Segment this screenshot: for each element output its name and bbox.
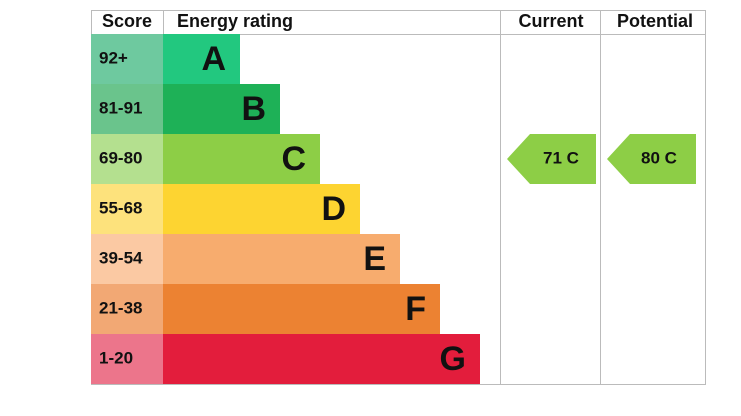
header-score: Score	[102, 11, 152, 31]
potential-arrow	[607, 134, 696, 184]
score-label: 55-68	[99, 198, 142, 217]
rating-bar	[163, 334, 480, 384]
band-letter: B	[241, 90, 266, 128]
band-letter: C	[281, 140, 306, 178]
rating-bar	[163, 234, 400, 284]
band-letter: E	[363, 240, 386, 278]
rating-bar	[163, 284, 440, 334]
band-letter: G	[440, 340, 466, 378]
score-cell	[91, 34, 163, 84]
current-arrow	[507, 134, 596, 184]
score-cell	[91, 184, 163, 234]
score-label: 1-20	[99, 348, 133, 367]
band-letter: F	[405, 290, 426, 328]
header-rating: Energy rating	[177, 11, 293, 31]
rating-bar	[163, 34, 240, 84]
score-label: 69-80	[99, 148, 142, 167]
score-cell	[91, 334, 163, 384]
score-label: 92+	[99, 48, 128, 67]
rating-bar	[163, 184, 360, 234]
header-potential: Potential	[617, 11, 693, 31]
score-label: 21-38	[99, 298, 142, 317]
score-cell	[91, 234, 163, 284]
score-cell	[91, 134, 163, 184]
header-current: Current	[518, 11, 583, 31]
score-cell	[91, 284, 163, 334]
current-label: 71 C	[543, 148, 579, 167]
score-label: 39-54	[99, 248, 143, 267]
score-label: 81-91	[99, 98, 142, 117]
potential-label: 80 C	[641, 148, 677, 167]
band-letter: D	[321, 190, 346, 228]
rating-bar	[163, 134, 320, 184]
band-letter: A	[201, 40, 226, 78]
rating-bar	[163, 84, 280, 134]
score-cell	[91, 84, 163, 134]
